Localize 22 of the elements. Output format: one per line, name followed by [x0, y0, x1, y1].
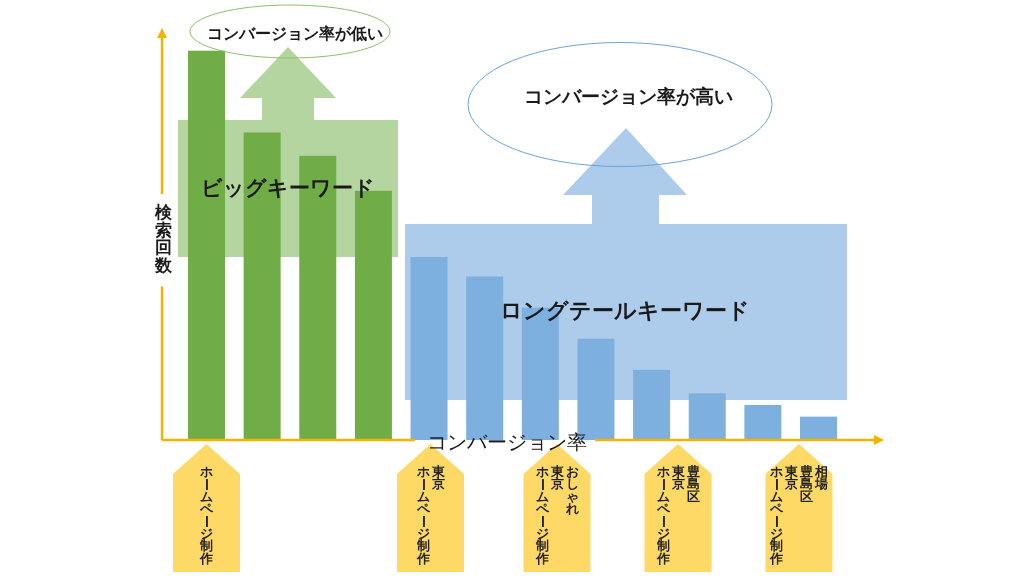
- text: 豊島区: [799, 463, 813, 504]
- text: ホームページ制作: [534, 463, 550, 566]
- bar: [633, 369, 671, 440]
- text: ホームページ制作: [415, 463, 431, 566]
- annotation: コンバージョン率が高い: [523, 85, 733, 107]
- y-axis-title: 検索回数: [153, 202, 173, 275]
- text: おしゃれ: [564, 463, 579, 516]
- text: 東京: [430, 463, 445, 491]
- text: ホームページ制作: [655, 463, 671, 566]
- annotation: ロングテールキーワード: [500, 297, 750, 323]
- bar: [688, 393, 726, 440]
- text: 東京: [670, 463, 685, 491]
- text: ホームページ制作: [199, 463, 215, 566]
- bar: [800, 416, 837, 440]
- text: 豊島区: [685, 463, 700, 504]
- text: ホームページ制作: [769, 463, 785, 566]
- bar: [744, 404, 782, 440]
- text: 相場: [814, 463, 828, 491]
- text: コンバージョン率が低い: [207, 23, 383, 43]
- text: 東京: [784, 463, 798, 491]
- bar: [188, 50, 225, 440]
- text: 東京: [549, 463, 564, 491]
